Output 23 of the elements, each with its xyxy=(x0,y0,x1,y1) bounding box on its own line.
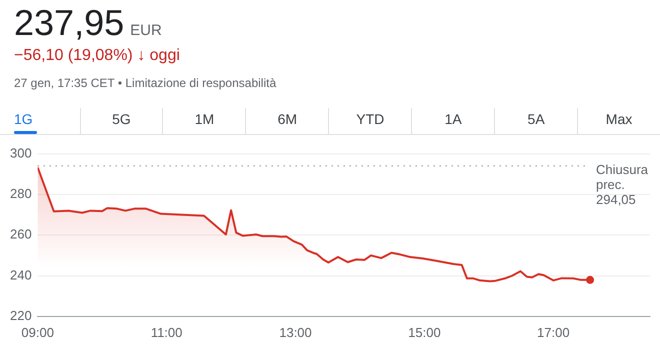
text: 1A xyxy=(411,108,494,134)
y-tick-label: 280 xyxy=(10,186,32,202)
y-tick-label: 300 xyxy=(10,145,32,160)
text: 5A xyxy=(494,108,578,134)
chart-title: 237,95 xyxy=(14,2,124,43)
text: 27 gen, 17:35 CET • Limitazione di responsabilità xyxy=(14,76,276,90)
x-tick-label: 11:00 xyxy=(150,324,182,340)
x-tick-label: 15:00 xyxy=(408,324,441,340)
x-tick-label: 17:00 xyxy=(537,324,570,340)
ref-line-label: Chiusura prec. 294,05 xyxy=(596,162,649,207)
x-tick-label: 13:00 xyxy=(279,324,312,340)
text: 5G xyxy=(80,108,162,134)
y-tick-label: 260 xyxy=(10,226,32,242)
text: YTD xyxy=(328,108,412,134)
text: 1M xyxy=(162,108,246,134)
text: −56,10 (19,08%) ↓ oggi xyxy=(14,47,180,65)
text: 6M xyxy=(245,108,328,134)
text: EUR xyxy=(130,22,162,39)
text: 1G xyxy=(13,110,34,129)
y-tick-label: 220 xyxy=(10,308,32,323)
text: Max xyxy=(577,108,660,134)
y-tick-label: 240 xyxy=(10,267,32,282)
x-tick-label: 09:00 xyxy=(21,324,54,340)
